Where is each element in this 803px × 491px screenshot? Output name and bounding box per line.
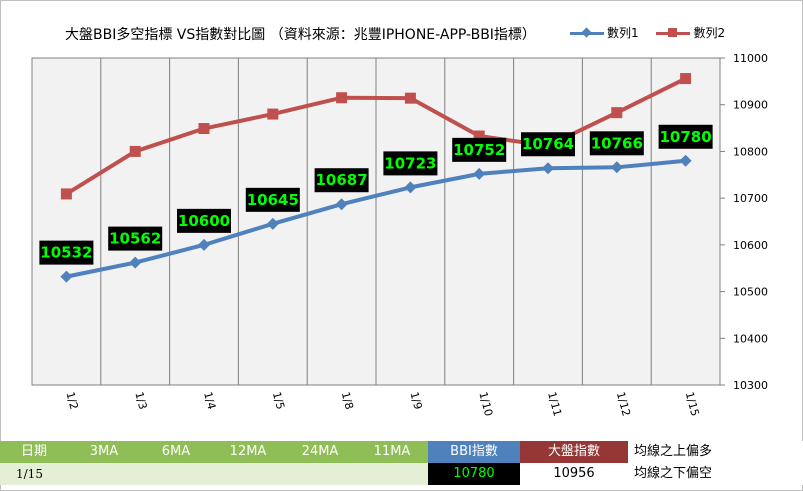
cell-date: 1/15 [0,463,428,485]
data-label-box [521,132,575,157]
series1-point [404,181,417,194]
data-label-box [177,208,231,233]
x-tick-label: 1/4 [201,390,218,410]
legend-swatch-series2 [656,27,691,38]
note-bearish: 均線之下偏空 [628,463,803,485]
data-label: 10687 [316,171,368,189]
legend-swatch-series1 [570,26,604,38]
data-label-box [245,187,300,212]
x-tick-label: 1/15 [683,390,702,417]
header-bbi: BBI指數 [428,441,520,463]
data-label-box [658,124,713,149]
series1-point [610,161,623,174]
legend-item-series1: 數列1 [570,24,639,41]
series1-point [129,256,142,269]
header-12ma: 12MA [212,441,284,463]
x-tick-label: 1/8 [339,390,356,410]
data-label: 10532 [40,244,92,262]
summary-table: 日期 3MA 6MA 12MA 24MA 11MA BBI指數 大盤指數 均線之… [0,441,803,489]
series2-point [198,123,210,135]
note-bullish: 均線之上偏多 [628,441,803,463]
y-tick-label: 10700 [733,192,768,205]
data-label-box [314,168,369,193]
x-tick-label: 1/9 [408,390,425,410]
series1-point [679,154,692,167]
series2-point [611,107,623,119]
x-tick-label: 1/2 [64,390,81,410]
header-11ma: 11MA [356,441,428,463]
series2-point [680,73,692,85]
series2-point [60,188,72,200]
series2-point [336,92,348,104]
x-tick-label: 1/3 [132,390,149,410]
series1-point [335,198,348,211]
x-tick-label: 1/11 [545,390,564,417]
data-label: 10764 [522,135,574,153]
legend-item-series2: 數列2 [656,24,725,41]
series-line-2 [65,76,687,196]
y-tick-label: 10800 [733,145,768,158]
cell-taiex-value: 10956 [520,463,628,485]
header-24ma: 24MA [284,441,356,463]
data-label: 10780 [660,128,712,146]
x-tick-label: 1/12 [614,390,633,417]
y-tick-label: 10600 [733,239,768,252]
data-label: 10600 [178,212,230,230]
series2-point [473,130,485,142]
y-tick-label: 11000 [733,52,768,65]
legend: 數列1 數列2 [570,24,739,41]
data-label: 10766 [591,134,643,152]
x-tick-label: 1/5 [270,390,287,410]
header-3ma: 3MA [68,441,140,463]
series2-point [267,108,279,120]
series-line-1 [66,158,686,279]
line-chart: 10300 10400 10500 10600 10700 10800 10900 11000… [31,52,768,418]
legend-label-series2: 數列2 [693,26,726,40]
x-tick-label: 1/10 [476,390,495,417]
y-tick-label: 10300 [733,379,768,392]
data-label: 10562 [109,230,161,248]
y-tick-label: 10400 [733,332,768,345]
series2-point [129,145,141,157]
data-label: 10645 [247,191,299,209]
data-label-box [452,137,507,162]
data-label: 10752 [453,141,505,159]
table-header-row: 日期 3MA 6MA 12MA 24MA 11MA BBI指數 大盤指數 均線之… [0,441,803,463]
series1-point [542,162,554,175]
y-tick-label: 10900 [733,99,768,112]
series1-point [266,217,279,230]
series1-point [198,238,210,251]
chart-title: 大盤BBI多空指標 VS指數對比圖 （資料來源：兆豐IPHONE-APP-BBI… [65,27,536,43]
header-taiex: 大盤指數 [520,441,628,463]
series1-point [473,167,486,180]
table-data-row: 1/15 10780 10956 均線之下偏空 [0,463,803,485]
header-6ma: 6MA [140,441,212,463]
legend-label-series1: 數列1 [607,26,639,40]
y-tick-label: 10500 [733,286,768,299]
series2-point [404,92,416,104]
data-label: 10723 [384,154,436,172]
data-label-box [108,226,163,251]
series1-point [60,270,73,283]
data-label-box [39,240,94,265]
cell-bbi-value: 10780 [428,463,520,485]
data-label-box [589,131,644,156]
header-date: 日期 [0,441,68,463]
data-label-box [383,151,438,176]
